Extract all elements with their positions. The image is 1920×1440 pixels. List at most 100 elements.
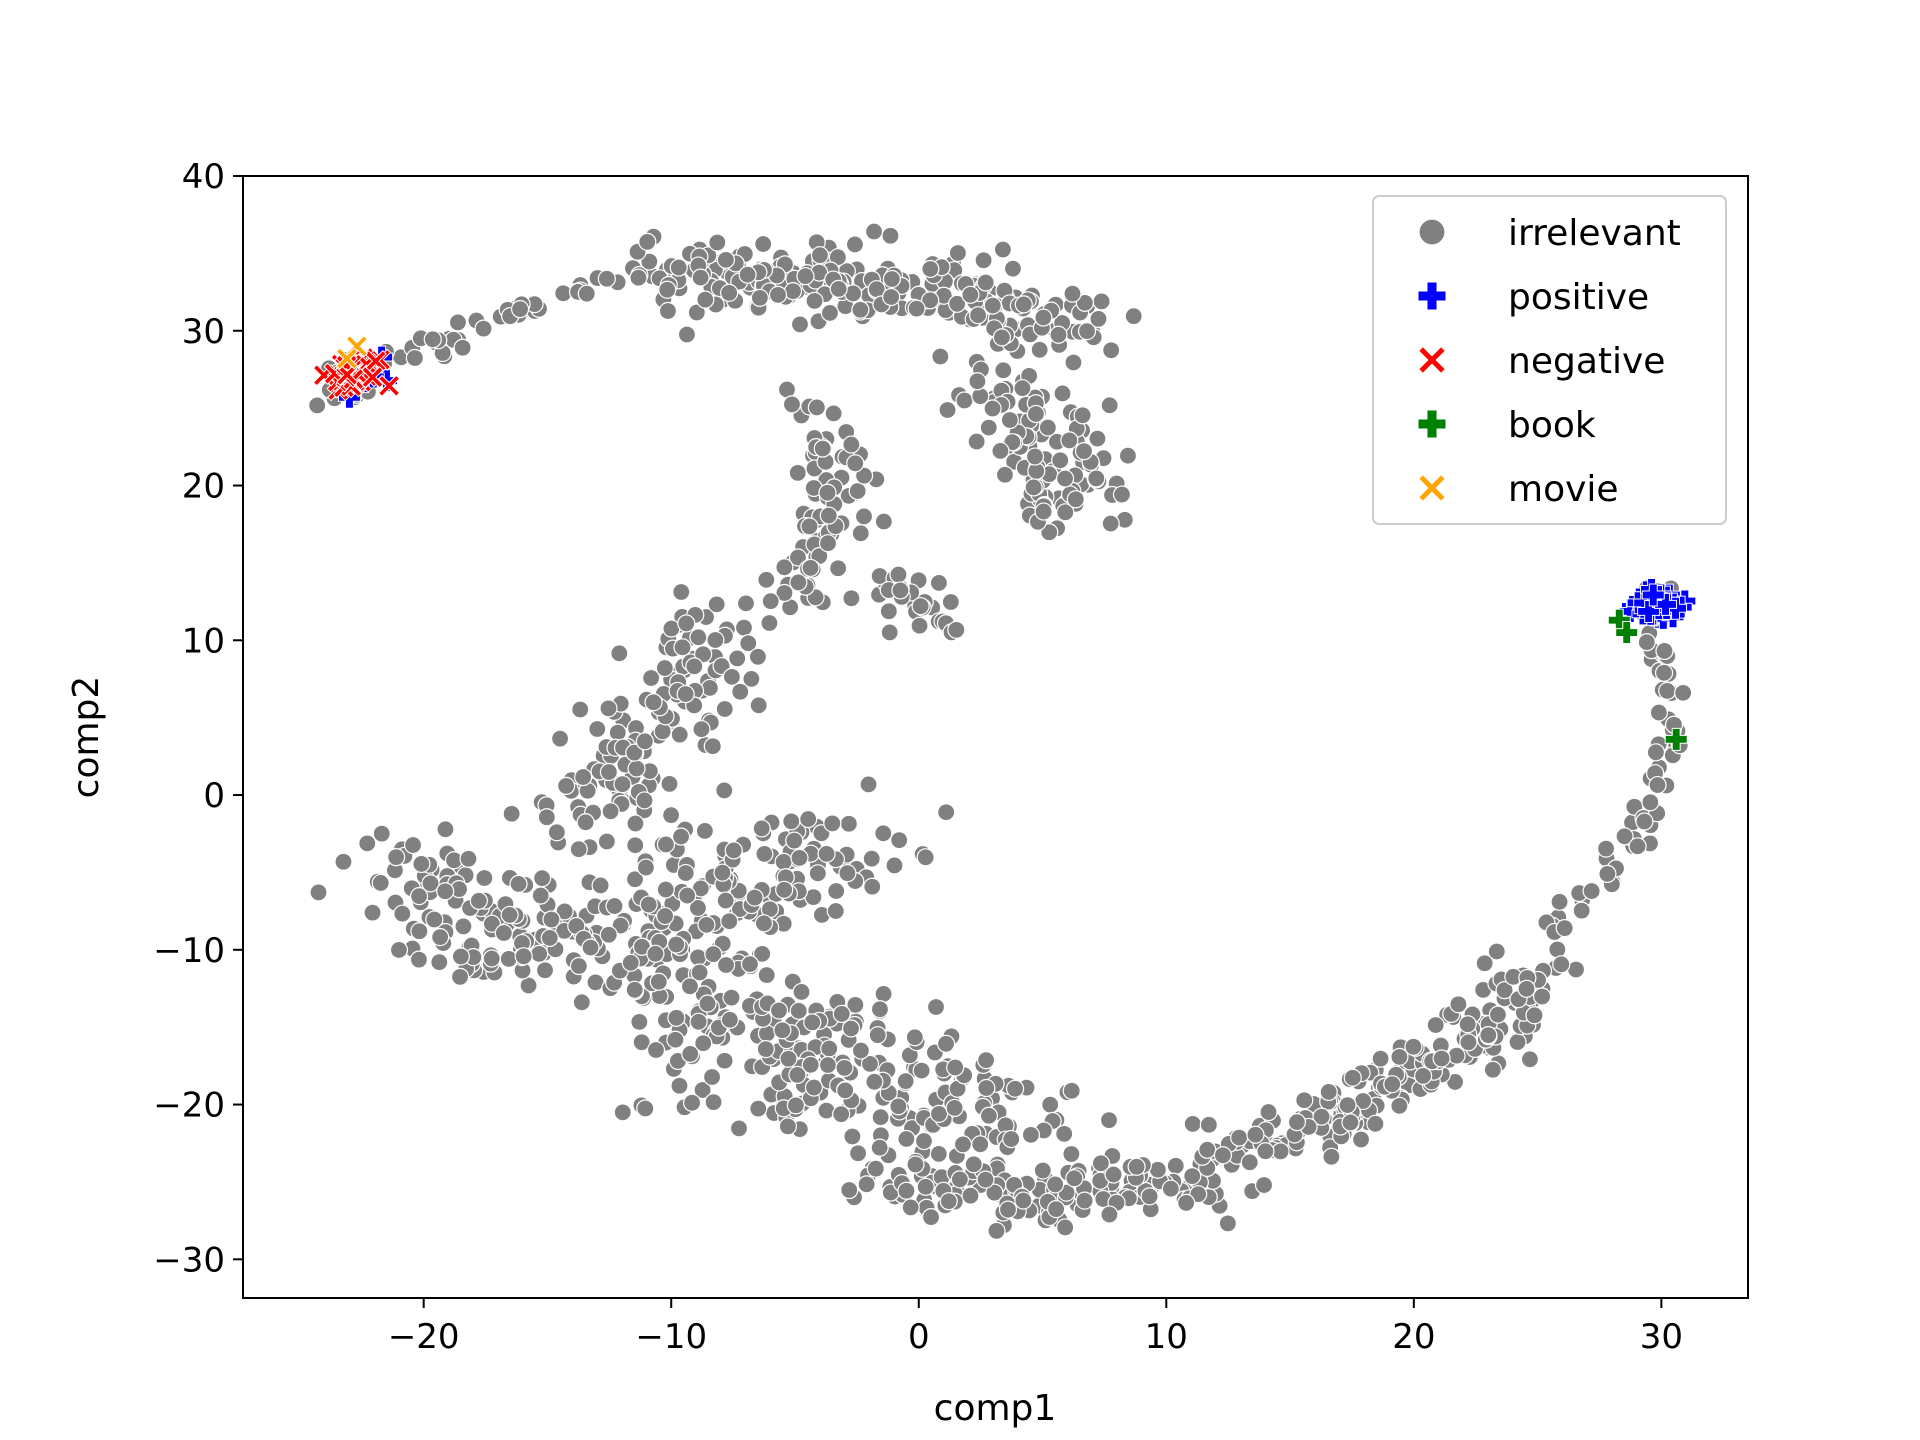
point-irrelevant xyxy=(1000,410,1019,430)
point-irrelevant xyxy=(842,589,861,608)
point-irrelevant xyxy=(1063,284,1082,303)
point-irrelevant xyxy=(792,982,811,1002)
point-irrelevant xyxy=(768,285,788,304)
point-irrelevant xyxy=(994,361,1013,380)
point-irrelevant xyxy=(786,1096,805,1115)
point-irrelevant xyxy=(968,372,987,391)
point-irrelevant xyxy=(1025,447,1045,466)
point-irrelevant xyxy=(576,813,595,832)
point-irrelevant xyxy=(912,1061,931,1080)
point-irrelevant xyxy=(826,901,845,921)
point-irrelevant xyxy=(639,895,658,914)
point-irrelevant xyxy=(874,824,893,843)
point-irrelevant xyxy=(929,1144,948,1164)
point-irrelevant xyxy=(846,454,865,473)
point-irrelevant xyxy=(703,737,722,756)
point-irrelevant xyxy=(926,997,946,1017)
point-irrelevant xyxy=(1066,490,1085,509)
point-irrelevant xyxy=(979,1106,999,1125)
point-irrelevant xyxy=(308,396,327,415)
point-irrelevant xyxy=(775,880,794,899)
point-irrelevant xyxy=(436,820,455,839)
point-irrelevant xyxy=(1064,353,1083,372)
point-irrelevant xyxy=(1414,1066,1433,1086)
point-irrelevant xyxy=(832,1105,851,1124)
y-tick-label: −20 xyxy=(153,1086,225,1126)
point-irrelevant xyxy=(757,570,776,589)
point-negative xyxy=(377,374,401,397)
point-irrelevant xyxy=(971,1135,990,1154)
legend-marker-negative xyxy=(1417,345,1447,375)
point-irrelevant xyxy=(1088,429,1107,448)
point-irrelevant xyxy=(1654,663,1674,682)
point-irrelevant xyxy=(752,819,771,838)
point-irrelevant xyxy=(630,1012,649,1031)
point-irrelevant xyxy=(653,722,672,741)
point-irrelevant xyxy=(756,1040,775,1059)
point-irrelevant xyxy=(1087,469,1106,488)
point-irrelevant xyxy=(740,955,760,974)
point-irrelevant xyxy=(715,1051,734,1070)
point-irrelevant xyxy=(760,613,779,633)
point-irrelevant xyxy=(1432,1049,1451,1068)
point-irrelevant xyxy=(1312,1107,1331,1126)
point-irrelevant xyxy=(660,774,679,793)
series-irrelevant xyxy=(308,222,1693,1240)
point-irrelevant xyxy=(983,296,1002,315)
point-irrelevant xyxy=(1198,1140,1217,1159)
point-irrelevant xyxy=(1055,469,1075,488)
point-irrelevant xyxy=(785,831,804,850)
point-irrelevant xyxy=(716,955,736,975)
point-irrelevant xyxy=(882,269,901,289)
point-irrelevant xyxy=(974,251,993,270)
point-irrelevant xyxy=(824,404,843,423)
point-irrelevant xyxy=(818,534,838,553)
point-irrelevant xyxy=(716,891,735,910)
point-irrelevant xyxy=(1479,1026,1498,1045)
point-irrelevant xyxy=(946,1058,965,1077)
point-irrelevant xyxy=(889,565,908,584)
point-irrelevant xyxy=(613,1103,632,1122)
y-tick-label: −10 xyxy=(153,931,225,971)
point-irrelevant xyxy=(510,300,530,319)
point-irrelevant xyxy=(961,285,980,304)
point-irrelevant xyxy=(690,963,709,982)
point-irrelevant xyxy=(688,898,708,918)
point-irrelevant xyxy=(870,1000,890,1019)
point-irrelevant xyxy=(789,1001,808,1020)
point-irrelevant xyxy=(1089,309,1108,328)
point-irrelevant xyxy=(742,669,761,689)
point-irrelevant xyxy=(621,953,640,972)
point-irrelevant xyxy=(1056,1218,1075,1237)
point-irrelevant xyxy=(482,949,501,968)
point-irrelevant xyxy=(773,1021,792,1040)
point-irrelevant xyxy=(754,914,774,933)
plot-area-frame xyxy=(242,175,1749,1299)
point-irrelevant xyxy=(992,328,1011,347)
point-irrelevant xyxy=(1075,293,1094,312)
point-irrelevant xyxy=(405,348,424,368)
point-irrelevant xyxy=(409,950,429,969)
point-irrelevant xyxy=(680,977,700,996)
point-movie xyxy=(335,347,359,370)
point-irrelevant xyxy=(1100,1205,1119,1224)
point-irrelevant xyxy=(410,922,429,941)
y-tick-label: 20 xyxy=(182,467,225,507)
point-irrelevant xyxy=(914,1131,934,1151)
point-irrelevant xyxy=(757,966,776,985)
point-irrelevant xyxy=(976,273,995,292)
point-irrelevant xyxy=(1055,1124,1074,1143)
point-irrelevant xyxy=(1598,864,1617,883)
point-irrelevant xyxy=(646,1040,666,1060)
point-irrelevant xyxy=(695,821,714,841)
point-irrelevant xyxy=(871,1108,890,1127)
point-irrelevant xyxy=(788,463,807,482)
legend-marker-book xyxy=(1417,409,1447,439)
point-irrelevant xyxy=(1351,1130,1371,1149)
point-irrelevant xyxy=(677,325,697,344)
point-irrelevant xyxy=(866,1159,885,1178)
point-irrelevant xyxy=(1628,837,1647,856)
point-irrelevant xyxy=(588,719,607,739)
point-irrelevant xyxy=(502,804,521,823)
